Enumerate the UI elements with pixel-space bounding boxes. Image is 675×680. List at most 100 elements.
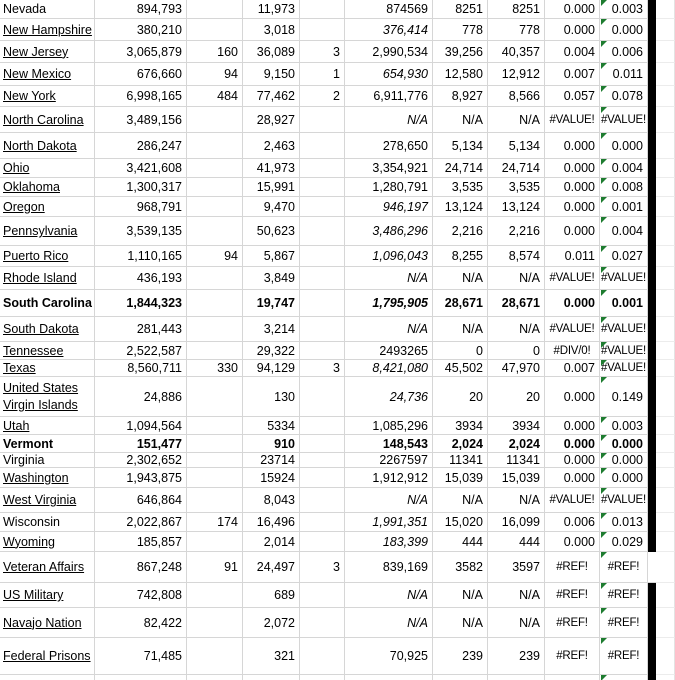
cell-value[interactable]	[300, 342, 345, 360]
cell-value[interactable]: 444	[488, 532, 545, 552]
cell-value[interactable]: 8,927	[433, 86, 488, 107]
cell-state-name[interactable]: South Carolina	[0, 290, 95, 317]
cell-value[interactable]: 3,065,879	[95, 41, 187, 63]
cell-value[interactable]: 0.007	[545, 360, 600, 377]
empty-cell[interactable]	[656, 107, 675, 133]
empty-cell[interactable]	[656, 377, 675, 417]
cell-value[interactable]	[300, 583, 345, 608]
cell-value[interactable]: 0.029	[600, 532, 648, 552]
cell-value[interactable]: 13,124	[433, 197, 488, 217]
cell-value[interactable]: 9,470	[243, 197, 300, 217]
cell-value[interactable]	[187, 317, 243, 342]
cell-value[interactable]: N/A	[345, 317, 433, 342]
cell-value[interactable]: 23714	[243, 453, 300, 468]
cell-value[interactable]: 8,574	[488, 246, 545, 267]
cell-state-name[interactable]: Vermont	[0, 435, 95, 453]
empty-cell[interactable]	[656, 159, 675, 178]
cell-value[interactable]: N/A	[488, 267, 545, 290]
cell-value[interactable]: 3582	[433, 552, 488, 583]
cell-value[interactable]: 28,671	[488, 290, 545, 317]
cell-value[interactable]: 8,255	[433, 246, 488, 267]
empty-cell[interactable]	[656, 552, 675, 583]
cell-value[interactable]	[300, 217, 345, 246]
cell-value[interactable]: 380,210	[95, 19, 187, 41]
cell-value[interactable]: 24,886	[95, 377, 187, 417]
cell-value[interactable]: 0.000	[545, 197, 600, 217]
empty-cell[interactable]	[656, 468, 675, 488]
cell-value[interactable]: 894,793	[95, 0, 187, 19]
cell-state-name[interactable]: New Hampshire	[0, 19, 95, 41]
cell-value[interactable]	[187, 178, 243, 197]
cell-value[interactable]: 654,930	[345, 63, 433, 86]
cell-value[interactable]: 778	[488, 19, 545, 41]
cell-value[interactable]	[187, 488, 243, 513]
cell-value[interactable]: 1,300,317	[95, 178, 187, 197]
cell-error-value[interactable]: #REF!	[545, 583, 600, 608]
cell-state-name[interactable]: Washington	[0, 468, 95, 488]
cell-error-value[interactable]: #REF!	[600, 552, 648, 583]
empty-cell[interactable]	[656, 435, 675, 453]
cell-value[interactable]: 11,973	[243, 0, 300, 19]
cell-value[interactable]: 321	[243, 638, 300, 675]
cell-value[interactable]: 0.000	[545, 159, 600, 178]
cell-value[interactable]	[300, 417, 345, 435]
cell-value[interactable]: 0.027	[600, 246, 648, 267]
cell-value[interactable]: 3,018	[243, 19, 300, 41]
cell-value[interactable]: 444	[433, 532, 488, 552]
cell-value[interactable]: 2,022,867	[95, 513, 187, 532]
cell-value[interactable]: 0.057	[545, 86, 600, 107]
cell-value[interactable]: 2,024	[433, 435, 488, 453]
cell-error-value[interactable]: #VALUE!	[600, 267, 648, 290]
cell-value[interactable]: 3,214	[243, 317, 300, 342]
cell-value[interactable]: 41,973	[243, 159, 300, 178]
cell-error-value[interactable]: #VALUE!	[545, 267, 600, 290]
cell-state-name[interactable]: Nevada	[0, 0, 95, 19]
cell-value[interactable]: 3934	[433, 417, 488, 435]
cell-value[interactable]	[187, 19, 243, 41]
cell-value[interactable]: 0.003	[600, 0, 648, 19]
cell-value[interactable]: 874569	[345, 0, 433, 19]
cell-value[interactable]: 6,998,165	[95, 86, 187, 107]
cell-value[interactable]: 0.000	[545, 290, 600, 317]
cell-state-name[interactable]: New Mexico	[0, 63, 95, 86]
cell-value[interactable]	[300, 608, 345, 638]
cell-state-name[interactable]: United States Virgin Islands	[0, 377, 95, 417]
cell-value[interactable]	[187, 267, 243, 290]
cell-value[interactable]: 15,020	[433, 513, 488, 532]
cell-value[interactable]: 1,096,043	[345, 246, 433, 267]
cell-value[interactable]: 8,421,080	[345, 360, 433, 377]
cell-value[interactable]: 148,543	[345, 435, 433, 453]
cell-value[interactable]: 47,970	[488, 360, 545, 377]
cell-value[interactable]: 2,522,587	[95, 342, 187, 360]
cell-state-name[interactable]: Utah	[0, 417, 95, 435]
cell-value[interactable]: N/A	[433, 267, 488, 290]
cell-value[interactable]: 45,502	[433, 360, 488, 377]
cell-value[interactable]: N/A	[488, 107, 545, 133]
cell-value[interactable]: 0.000	[545, 417, 600, 435]
empty-cell[interactable]	[656, 41, 675, 63]
cell-value[interactable]	[187, 133, 243, 159]
cell-value[interactable]: 281,443	[95, 317, 187, 342]
cell-value[interactable]: 8,560,711	[95, 360, 187, 377]
cell-value[interactable]: 0.000	[545, 377, 600, 417]
cell-error-value[interactable]: #VALUE!	[545, 107, 600, 133]
cell-value[interactable]: 0.006	[600, 41, 648, 63]
cell-state-name[interactable]: Wyoming	[0, 532, 95, 552]
cell-value[interactable]	[187, 107, 243, 133]
empty-cell[interactable]	[656, 0, 675, 19]
cell-value[interactable]: 3,486,296	[345, 217, 433, 246]
cell-value[interactable]: 77,462	[243, 86, 300, 107]
empty-cell[interactable]	[656, 133, 675, 159]
cell-value[interactable]: 5,867	[243, 246, 300, 267]
cell-value[interactable]: 2,463	[243, 133, 300, 159]
cell-value[interactable]: 8251	[488, 0, 545, 19]
cell-value[interactable]: 15,039	[433, 468, 488, 488]
cell-value[interactable]: 3	[300, 552, 345, 583]
cell-value[interactable]: 20	[433, 377, 488, 417]
cell-value[interactable]: 5334	[243, 417, 300, 435]
cell-value[interactable]: 50,623	[243, 217, 300, 246]
cell-error-value[interactable]: #REF!	[545, 552, 600, 583]
cell-value[interactable]	[300, 290, 345, 317]
cell-state-name[interactable]: North Dakota	[0, 133, 95, 159]
cell-value[interactable]: 1,943,875	[95, 468, 187, 488]
